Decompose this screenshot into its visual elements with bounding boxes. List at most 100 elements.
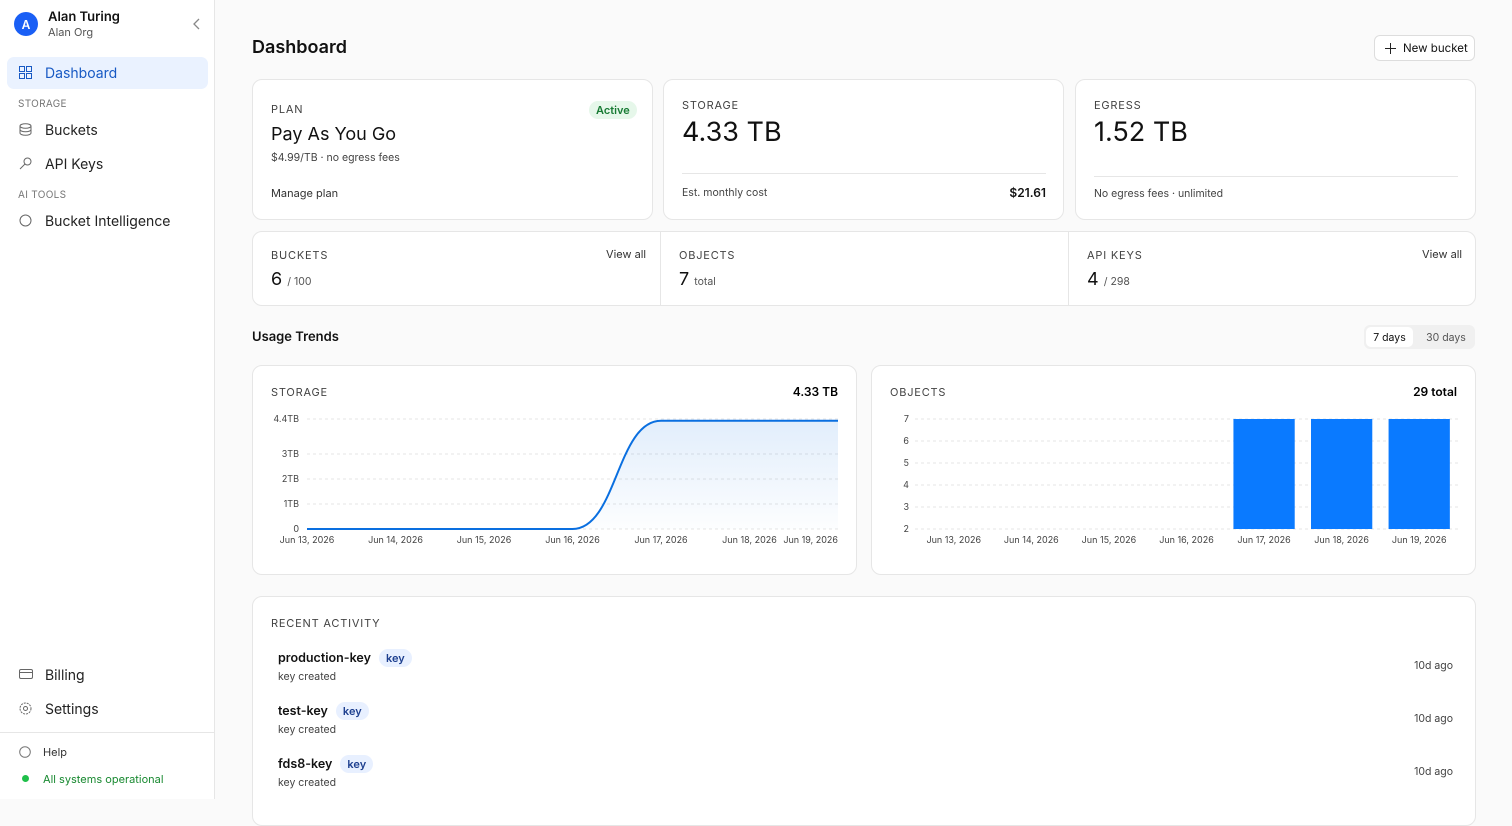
chart-title: STORAGE — [271, 385, 328, 399]
stat-number: 7 — [679, 269, 690, 290]
x-tick-label: Jun 18, 2026 — [722, 535, 777, 546]
key-name: production-key — [278, 651, 371, 666]
chart-summary: 29 total — [1413, 384, 1457, 399]
nav-label: Buckets — [45, 121, 98, 139]
activity-row: test-key key key created 10d ago — [278, 702, 1453, 742]
range-option[interactable]: 7 days — [1366, 327, 1413, 347]
divider — [1094, 176, 1458, 177]
key-name: test-key — [278, 704, 328, 719]
activity-name: production-key key — [278, 649, 412, 667]
nav-label: API Keys — [45, 155, 104, 173]
help-icon — [19, 746, 31, 758]
card-label: PLAN — [271, 102, 304, 116]
nav-label: Billing — [45, 666, 85, 684]
activity-row: fds8-key key key created 10d ago — [278, 755, 1453, 795]
nav-label: Bucket Intelligence — [45, 212, 171, 230]
card-label: STORAGE — [682, 98, 739, 112]
activity-time: 10d ago — [1414, 712, 1453, 725]
y-tick-label: 7 — [904, 414, 909, 425]
card-label: RECENT ACTIVITY — [271, 616, 381, 630]
x-tick-label: Jun 16, 2026 — [1159, 535, 1214, 546]
x-tick-label: Jun 16, 2026 — [545, 535, 600, 546]
key-name: fds8-key — [278, 757, 333, 772]
x-tick-label: Jun 19, 2026 — [1392, 535, 1447, 546]
divider — [0, 732, 215, 733]
chart: STORAGE 4.33 TB 0 1TB 2TB 3TB 4.4TB Jun 13, 202… — [271, 384, 838, 546]
activity-detail: key created — [278, 670, 337, 683]
y-tick-label: 0 — [293, 524, 299, 535]
egress-note: No egress fees · unlimited — [1094, 187, 1224, 200]
objects-chart-card: OBJECTS 29 total 2 3 4 5 6 7 Jun 13, 2026 Jun 14,… — [871, 365, 1476, 575]
status-text: All systems operational — [43, 772, 164, 786]
stat-suffix: total — [694, 275, 716, 288]
tag: key — [340, 755, 374, 773]
section-heading: AI TOOLS — [18, 189, 67, 201]
x-tick-label: Jun 17, 2026 — [1237, 535, 1291, 546]
y-tick-label: 4 — [903, 480, 909, 491]
stat-label: API KEYS — [1087, 248, 1143, 262]
storage-card: STORAGE 4.33 TB Est. monthly cost $21.61 — [663, 79, 1064, 220]
activity-detail: key created — [278, 776, 337, 789]
chart-summary: 4.33 TB — [793, 384, 838, 399]
range-option[interactable]: 30 days — [1426, 330, 1466, 344]
stat-label: BUCKETS — [271, 248, 329, 262]
stats-card: BUCKETS View all 6 / 100 OBJECTS 7 total… — [252, 231, 1476, 306]
x-tick-label: Jun 18, 2026 — [1314, 535, 1369, 546]
view-all-link[interactable]: View all — [1422, 247, 1463, 261]
tag: key — [378, 649, 412, 667]
nav-label: Settings — [45, 700, 99, 718]
x-tick-label: Jun 15, 2026 — [457, 535, 512, 546]
y-tick-label: 5 — [904, 458, 909, 469]
activity-name: fds8-key key — [278, 755, 374, 773]
stat-label: OBJECTS — [679, 248, 736, 262]
stat-number: 4 — [1087, 269, 1099, 290]
activity-time: 10d ago — [1414, 659, 1453, 672]
divider — [660, 232, 661, 305]
new-bucket-button[interactable]: New bucket — [1374, 35, 1475, 61]
nav-item[interactable]: Buckets — [7, 114, 208, 146]
stat-number: 6 — [271, 269, 283, 290]
nav-item[interactable]: Dashboard — [7, 57, 208, 89]
cost-value: $21.61 — [1009, 185, 1046, 200]
area — [307, 420, 838, 529]
activity-detail: key created — [278, 723, 337, 736]
sidebar: A Alan Turing Alan Org Dashboard STORAGE… — [0, 0, 215, 799]
section-title: Usage Trends — [252, 329, 339, 345]
y-tick-label: 2 — [904, 524, 910, 535]
chart-title: OBJECTS — [890, 385, 946, 399]
page-title: Dashboard — [252, 37, 347, 58]
stat-value: 7 total — [679, 269, 716, 290]
activity-card: RECENT ACTIVITY production-key key key cr… — [252, 596, 1476, 826]
view-all-link[interactable]: View all — [606, 247, 647, 261]
bar — [1311, 419, 1373, 529]
line — [307, 419, 838, 530]
x-tick-label: Jun 15, 2026 — [1082, 535, 1137, 546]
button-label: New bucket — [1403, 41, 1468, 55]
storage-chart-card: STORAGE 4.33 TB 0 1TB 2TB 3TB 4.4TB Jun 13, 202… — [252, 365, 857, 575]
stat-suffix: / 100 — [287, 275, 312, 288]
stat-value: 6 / 100 — [271, 269, 312, 290]
y-tick-label: 3 — [903, 502, 909, 513]
manage-plan-link[interactable]: Manage plan — [271, 186, 339, 200]
x-tick-label: Jun 13, 2026 — [280, 535, 335, 546]
activity-name: test-key key — [278, 702, 369, 720]
user-name: Alan Turing — [48, 9, 120, 25]
tag: key — [335, 702, 369, 720]
avatar[interactable]: A — [14, 12, 38, 36]
nav-item[interactable]: API Keys — [7, 148, 208, 180]
bar — [1233, 419, 1295, 529]
stat-suffix: / 298 — [1103, 275, 1130, 288]
x-tick-label: Jun 17, 2026 — [634, 535, 688, 546]
nav-item[interactable]: Settings — [7, 693, 208, 725]
nav-item[interactable]: Billing — [7, 659, 208, 691]
y-tick-label: 4.4TB — [273, 414, 299, 425]
x-tick-label: Jun 14, 2026 — [1004, 535, 1059, 546]
chart: OBJECTS 29 total 2 3 4 5 6 7 Jun 13, 2026 Jun 14,… — [890, 384, 1458, 546]
help-link[interactable]: Help — [43, 745, 67, 759]
x-tick-label: Jun 13, 2026 — [926, 535, 981, 546]
nav-item[interactable]: Bucket Intelligence — [7, 205, 208, 237]
y-tick-label: 2TB — [282, 474, 299, 485]
collapse-icon[interactable] — [192, 18, 202, 30]
y-tick-label: 1TB — [284, 499, 299, 510]
activity-row: production-key key key created 10d ago — [278, 649, 1453, 689]
